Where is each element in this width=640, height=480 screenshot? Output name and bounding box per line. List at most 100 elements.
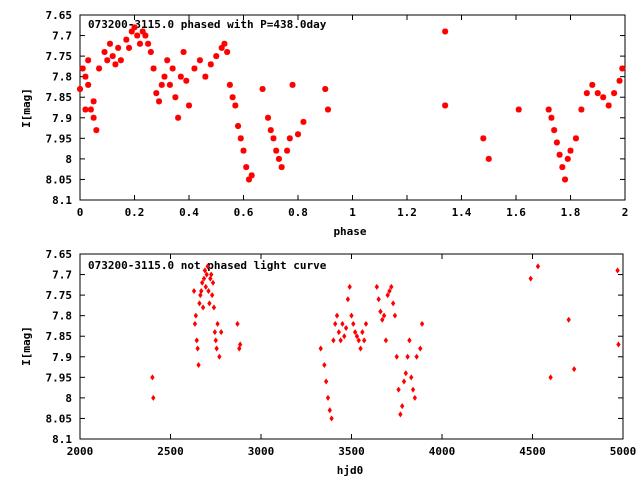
data-point (139, 28, 146, 35)
data-point (191, 65, 198, 72)
data-point (572, 135, 579, 142)
data-point (151, 394, 156, 401)
data-point (82, 106, 89, 113)
data-point (394, 353, 399, 360)
data-point (243, 164, 250, 171)
data-point (219, 329, 224, 336)
data-point (206, 287, 211, 295)
data-point (363, 320, 369, 327)
data-point (398, 411, 403, 418)
data-point (400, 403, 405, 410)
x-tick-label: 0.2 (125, 206, 145, 219)
y-tick-label: 7.75 (46, 289, 73, 302)
x-tick-label: 3500 (338, 445, 365, 458)
y-axis-title: I[mag] (20, 88, 33, 128)
data-point (387, 287, 392, 295)
data-point (295, 131, 301, 138)
data-point (412, 394, 418, 401)
data-point (131, 24, 138, 31)
y-tick-label: 7.85 (46, 91, 73, 104)
data-point (340, 320, 345, 327)
data-point (145, 40, 152, 47)
data-point (329, 415, 334, 422)
x-tick-label: 3000 (248, 445, 275, 458)
data-point (128, 28, 135, 35)
data-point (235, 320, 240, 327)
data-point (324, 106, 331, 113)
data-point (380, 316, 385, 323)
data-point (207, 61, 214, 68)
data-point (600, 94, 607, 101)
data-point (358, 345, 363, 352)
x-tick-label: 2500 (157, 445, 184, 458)
data-point (562, 176, 569, 183)
data-point (201, 275, 207, 282)
data-point (213, 53, 220, 60)
axis-ticks: 0 0.2 0.4 0.6 0.8 1 1.2 1.4 1.6 1.8 2 7.65 7.7 7.75 7.… (46, 9, 629, 219)
data-point (166, 81, 173, 88)
data-point (414, 353, 419, 360)
data-point (147, 49, 154, 55)
data-point (333, 320, 338, 327)
data-point (392, 312, 398, 319)
data-point (583, 90, 590, 97)
data-point (207, 300, 212, 307)
data-point (199, 287, 204, 295)
y-tick-label: 7.85 (46, 330, 73, 343)
data-point (106, 40, 113, 47)
y-axis-title: I[mag] (20, 326, 33, 366)
data-point (605, 102, 612, 109)
data-point (548, 114, 555, 121)
data-point (378, 308, 383, 315)
data-point (82, 73, 89, 80)
data-point (289, 81, 296, 88)
data-point (217, 353, 222, 360)
data-point (485, 155, 492, 162)
data-point (401, 378, 407, 385)
data-point (101, 49, 108, 55)
data-point (616, 77, 623, 84)
data-point (85, 81, 92, 88)
data-point (334, 312, 340, 319)
data-point (237, 135, 244, 142)
data-point (548, 374, 553, 381)
data-point (197, 300, 202, 307)
data-point (273, 147, 280, 154)
data-points (150, 263, 621, 422)
data-point (117, 57, 124, 64)
data-point (442, 102, 449, 109)
data-point (150, 65, 157, 72)
data-point (594, 90, 601, 97)
data-point (535, 263, 541, 270)
x-tick-label: 2 (622, 206, 629, 219)
data-point (403, 370, 408, 377)
data-point (407, 337, 412, 344)
data-point (338, 337, 343, 344)
data-point (195, 345, 200, 352)
data-point (553, 139, 560, 146)
data-point (77, 86, 83, 92)
data-point (349, 312, 354, 319)
y-tick-label: 8.1 (52, 433, 72, 446)
y-tick-label: 7.95 (46, 132, 73, 145)
data-point (385, 292, 390, 299)
y-tick-label: 7.95 (46, 371, 73, 384)
data-point (215, 320, 220, 327)
y-tick-label: 7.8 (52, 71, 72, 84)
axis-ticks: 2000 2500 3000 3500 4000 4500 5000 7.65 7.7 7.75 7… (46, 248, 637, 458)
data-point (183, 77, 190, 84)
data-point (104, 57, 111, 64)
y-tick-label: 8 (65, 392, 72, 405)
data-point (571, 366, 577, 373)
x-tick-label: 5000 (610, 445, 637, 458)
data-point (419, 320, 425, 327)
data-point (325, 394, 331, 401)
data-point (177, 73, 184, 80)
data-point (362, 337, 367, 344)
x-tick-label: 0.8 (288, 206, 308, 219)
data-point (186, 102, 192, 109)
x-tick-label: 0.4 (179, 206, 199, 219)
data-point (389, 283, 394, 290)
data-point (265, 114, 272, 121)
data-point (383, 337, 389, 344)
